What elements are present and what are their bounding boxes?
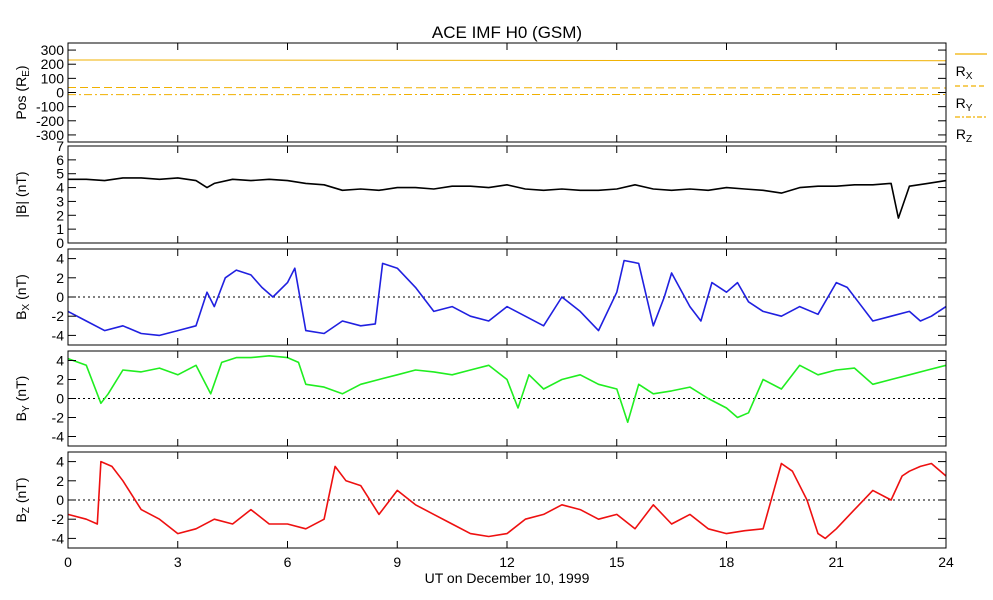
- y-tick-label-position: 200: [41, 56, 65, 72]
- y-tick-label-position: -200: [36, 113, 64, 129]
- x-tick-label: 0: [64, 554, 72, 570]
- y-tick-label-bz: -4: [52, 530, 65, 546]
- y-axis-label-position: Pos (RE): [13, 65, 32, 119]
- y-tick-label-bt: 1: [56, 221, 64, 237]
- y-tick-label-bz: -2: [52, 511, 65, 527]
- panel-by: -4 -2 0 2 4 BY (nT): [13, 350, 947, 447]
- legend-label-0-sub: X: [966, 71, 973, 82]
- y-tick-label-bz: 4: [56, 454, 64, 470]
- y-axis-label-by-sub: Y: [21, 405, 32, 412]
- y-tick-label-bx: 2: [56, 270, 64, 286]
- x-tick-label: 3: [174, 554, 182, 570]
- y-tick-label-bt: 0: [56, 235, 64, 251]
- y-tick-label-position: -300: [36, 127, 64, 143]
- y-axis-label-bz-sub: Z: [21, 507, 32, 513]
- y-tick-label-bx: -4: [52, 327, 65, 343]
- y-tick-label-bz: 0: [56, 492, 64, 508]
- x-tick-label: 18: [719, 554, 735, 570]
- series-line-by-0: [67, 354, 947, 424]
- y-tick-label-by: -4: [52, 429, 65, 445]
- y-axis-label-by-tail: (nT): [13, 376, 29, 406]
- chart-title: ACE IMF H0 (GSM): [432, 23, 582, 42]
- x-tick-label: 12: [499, 554, 515, 570]
- y-axis-label-bx-sub: X: [21, 303, 32, 310]
- y-tick-label-bx: -2: [52, 308, 65, 324]
- y-tick-label-bt: 5: [56, 166, 64, 182]
- y-tick-label-position: 100: [41, 70, 65, 86]
- x-tick-label: 15: [609, 554, 625, 570]
- y-tick-label-bt: 4: [56, 180, 64, 196]
- series-line-bx-0: [67, 259, 947, 337]
- y-tick-label-bz: 2: [56, 473, 64, 489]
- series-line-position-0: [67, 59, 947, 62]
- legend-label-2-sub: Z: [966, 134, 972, 145]
- y-tick-label-bx: 0: [56, 289, 64, 305]
- x-tick-label: 9: [393, 554, 401, 570]
- legend-label-2-main: R: [956, 126, 966, 142]
- y-tick-label-bt: 7: [56, 138, 64, 154]
- y-axis-label-bz-tail: (nT): [13, 477, 29, 507]
- y-tick-label-position: 0: [56, 85, 64, 101]
- y-axis-label-bx-tail: (nT): [13, 274, 29, 304]
- y-axis-label-position-main: Pos (R: [13, 77, 29, 120]
- panel-bz: -4 -2 0 2 4 BZ (nT): [13, 451, 947, 549]
- y-axis-label-bx-main: B: [13, 310, 29, 319]
- y-axis-label-by: BY (nT): [13, 376, 32, 422]
- x-tick-label: 24: [938, 554, 954, 570]
- legend-label-2: RZ: [956, 126, 972, 145]
- legend-label-0: RX: [956, 63, 973, 82]
- series-line-bz-0: [67, 460, 947, 540]
- y-axis-label-bt: |B| (nT): [13, 171, 29, 217]
- series-line-bt-0: [68, 177, 947, 219]
- legend-label-0-main: R: [956, 63, 966, 79]
- y-tick-label-bt: 6: [56, 152, 64, 168]
- y-tick-label-bt: 3: [56, 193, 64, 209]
- y-axis-label-by-main: B: [13, 412, 29, 421]
- x-tick-label: 21: [828, 554, 844, 570]
- y-axis-label-bz: BZ (nT): [13, 477, 32, 522]
- y-axis-label-position-sub: E: [21, 70, 32, 77]
- y-axis-label-position-tail: ): [13, 65, 29, 70]
- y-axis-label-bz-main: B: [13, 513, 29, 522]
- y-tick-label-bx: 4: [56, 251, 64, 267]
- y-tick-label-by: 0: [56, 391, 64, 407]
- panel-bx: -4 -2 0 2 4 BX (nT): [13, 248, 947, 346]
- y-tick-label-bt: 2: [56, 207, 64, 223]
- series-line-position-1: [67, 87, 947, 89]
- y-tick-label-by: 4: [56, 353, 64, 369]
- x-axis-label: UT on December 10, 1999: [425, 570, 590, 586]
- legend-label-1: RY: [956, 95, 973, 114]
- y-axis-label-bx: BX (nT): [13, 274, 32, 320]
- legend-label-1-sub: Y: [966, 103, 973, 114]
- y-tick-label-by: -2: [52, 410, 65, 426]
- x-tick-label: 6: [284, 554, 292, 570]
- y-tick-label-position: -100: [36, 99, 64, 115]
- y-tick-label-by: 2: [56, 372, 64, 388]
- y-axis-label-bt-main: |B| (nT): [13, 171, 29, 217]
- y-tick-label-position: 300: [41, 42, 65, 58]
- legend-label-1-main: R: [956, 95, 966, 111]
